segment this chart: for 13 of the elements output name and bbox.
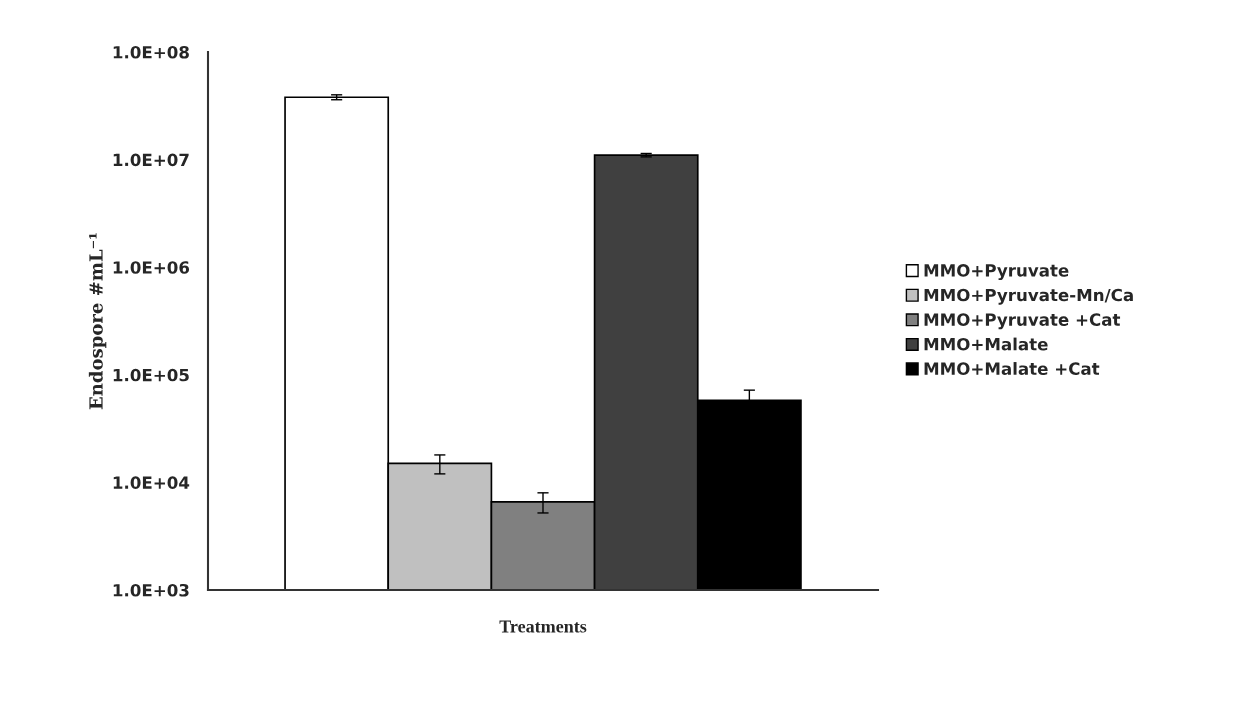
- legend-label: MMO+Malate +Cat: [924, 362, 1100, 375]
- legend-label: MMO+Pyruvate +Cat: [924, 313, 1121, 330]
- x-axis-title: Treatments: [499, 620, 587, 633]
- y-tick-label: 1.0E+04: [113, 476, 190, 489]
- legend-label: MMO+Pyruvate: [924, 264, 1069, 281]
- y-tick-label: 1.0E+03: [113, 583, 189, 597]
- legend-label: MMO+Pyruvate-Mn/Ca: [924, 288, 1133, 305]
- y-tick-label: 1.0E+07: [113, 153, 189, 167]
- legend-label: MMO+Malate: [924, 337, 1048, 351]
- y-tick-label: 1.0E+05: [113, 368, 189, 382]
- y-tick-label: 1.0E+08: [113, 45, 189, 59]
- y-axis-title: Endospore #mL⁻¹: [88, 233, 107, 410]
- y-tick-label: 1.0E+06: [113, 261, 190, 274]
